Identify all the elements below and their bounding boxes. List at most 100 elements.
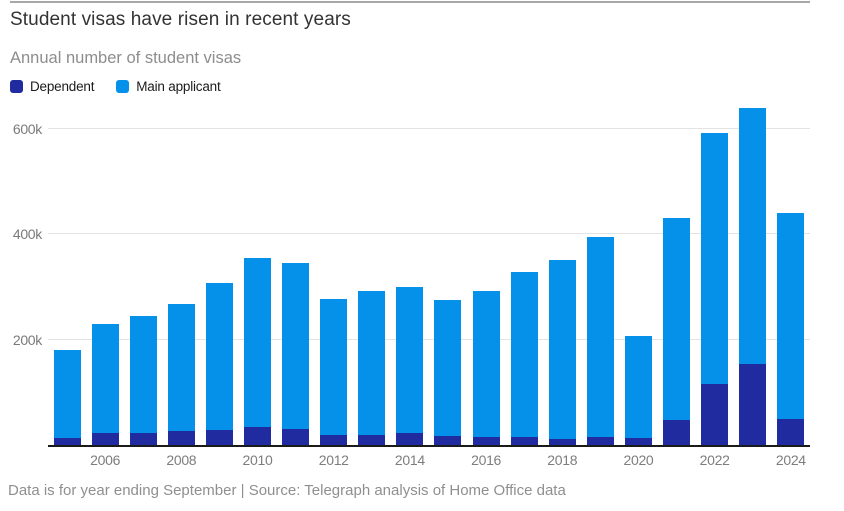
bar-slot-2005 [48,105,86,445]
x-axis-label-2009 [200,452,238,468]
bar-segment-main-applicant-2016 [472,291,500,437]
bar-2023 [739,108,767,445]
x-axis-label-2013 [353,452,391,468]
bar-segment-main-applicant-2023 [739,108,767,365]
bar-2020 [624,335,652,445]
bar-segment-dependent-2018 [548,439,576,445]
x-axis-label-2007 [124,452,162,468]
legend-label: Dependent [30,79,95,94]
bar-segment-dependent-2008 [167,431,195,445]
x-axis-label-2017 [505,452,543,468]
gridline-400k [48,233,810,235]
x-axis-label-2012: 2012 [318,452,349,468]
bar-2009 [205,282,233,445]
bar-slot-2021 [658,105,696,445]
bar-segment-main-applicant-2014 [396,287,424,434]
bar-slot-2006 [86,105,124,445]
bar-segment-dependent-2016 [472,436,500,445]
bar-segment-dependent-2014 [396,433,424,445]
bar-segment-main-applicant-2013 [358,290,386,435]
gridline-200k [48,338,810,340]
source-note: Data is for year ending September | Sour… [8,482,566,499]
bar-2024 [777,212,805,445]
bar-segment-main-applicant-2009 [205,282,233,431]
x-axis-label-2018: 2018 [547,452,578,468]
legend-label: Main applicant [136,79,221,94]
bar-slot-2015 [429,105,467,445]
x-axis-label-2024: 2024 [775,452,806,468]
x-axis-label-2020: 2020 [623,452,654,468]
bar-slot-2011 [277,105,315,445]
x-axis-label-2010: 2010 [242,452,273,468]
bar-2011 [282,263,310,445]
bar-segment-main-applicant-2006 [91,323,119,433]
bar-2022 [701,133,729,445]
bar-slot-2012 [315,105,353,445]
bar-segment-dependent-2023 [739,364,767,445]
bar-2018 [548,260,576,445]
x-axis-label-2005 [48,452,86,468]
chart-title: Student visas have risen in recent years [10,9,351,30]
bar-segment-dependent-2022 [701,383,729,445]
bar-segment-dependent-2006 [91,432,119,445]
x-axis-label-2021 [658,452,696,468]
bar-segment-main-applicant-2019 [586,237,614,437]
bar-slot-2010 [238,105,276,445]
bars-container [48,105,810,445]
bar-2017 [510,271,538,445]
x-axis-label-2022: 2022 [699,452,730,468]
bar-segment-main-applicant-2012 [320,299,348,435]
bar-segment-main-applicant-2005 [53,350,81,438]
bar-segment-main-applicant-2015 [434,299,462,437]
bar-2013 [358,290,386,445]
bar-segment-dependent-2020 [624,437,652,445]
x-axis-label-2006: 2006 [90,452,121,468]
bar-2005 [53,350,81,445]
bar-segment-dependent-2015 [434,436,462,445]
bar-segment-dependent-2011 [282,428,310,445]
legend-item-dependent: Dependent [10,79,94,94]
dependent-swatch-icon [10,80,23,93]
y-axis-label-600k: 600k [12,120,42,137]
bar-2016 [472,291,500,445]
bar-segment-main-applicant-2020 [624,335,652,438]
bar-segment-dependent-2019 [586,436,614,445]
main-applicant-swatch-icon [116,80,130,93]
bar-segment-dependent-2021 [663,420,691,445]
x-axis-label-2023 [734,452,772,468]
bar-slot-2016 [467,105,505,445]
bar-slot-2013 [353,105,391,445]
bar-slot-2022 [696,105,734,445]
bar-slot-2014 [391,105,429,445]
bar-segment-dependent-2013 [358,435,386,445]
legend-item-main-applicant: Main applicant [116,79,221,94]
plot-area [48,105,810,447]
x-axis-labels: 2006 2008 2010 2012 2014 2016 2018 2020 2022 2024 [48,452,810,468]
bar-2012 [320,299,348,445]
bar-segment-main-applicant-2024 [777,212,805,419]
bar-2010 [244,258,272,445]
chart-subtitle: Annual number of student visas [10,49,242,67]
bar-segment-main-applicant-2021 [663,217,691,421]
bar-2008 [167,303,195,445]
bar-segment-dependent-2017 [510,437,538,445]
bar-segment-dependent-2007 [129,433,157,445]
bar-2014 [396,287,424,445]
x-axis-label-2008: 2008 [166,452,197,468]
bar-segment-main-applicant-2007 [129,316,157,434]
bar-slot-2020 [619,105,657,445]
bar-slot-2007 [124,105,162,445]
bar-segment-dependent-2005 [53,437,81,445]
legend: Dependent Main applicant [10,79,221,94]
bar-segment-main-applicant-2010 [244,258,272,428]
top-divider [10,1,810,3]
bar-slot-2023 [734,105,772,445]
bar-segment-main-applicant-2017 [510,271,538,438]
x-axis-label-2019 [581,452,619,468]
y-axis-label-200k: 200k [12,331,42,348]
x-axis-label-2014: 2014 [394,452,425,468]
x-axis-label-2011 [277,452,315,468]
bar-segment-main-applicant-2008 [167,303,195,432]
